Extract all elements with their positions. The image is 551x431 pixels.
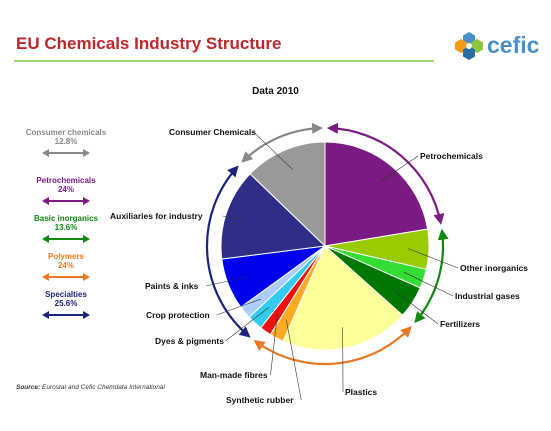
leader-consumer-chemicals (253, 131, 293, 170)
label-plastics: Plastics (345, 387, 377, 397)
leader-crop-protection (216, 298, 261, 316)
label-fertilizers: Fertilizers (440, 319, 480, 329)
leader-dyes-pigments (225, 307, 269, 342)
leader-paints-inks (206, 276, 248, 287)
label-consumer-chemicals: Consumer Chemicals (169, 127, 256, 137)
label-crop-protection: Crop protection (146, 310, 210, 320)
chart-subtitle: Data 2010 (252, 86, 299, 97)
legend-double-arrow-icon (42, 197, 90, 205)
label-dyes-pigments: Dyes & pigments (155, 336, 224, 346)
label-petrochemicals: Petrochemicals (420, 151, 483, 161)
legend-petrochemicals: Petrochemicals 24% (18, 176, 114, 206)
legend-name: Consumer chemicals (25, 128, 107, 137)
title-divider (14, 60, 434, 62)
source-note: Source: Eurostat and Cefic Chemdata Inte… (16, 384, 165, 391)
page-title: EU Chemicals Industry Structure (16, 34, 282, 53)
cefic-logo: cefic (453, 30, 545, 64)
legend-double-arrow-icon (42, 311, 90, 319)
legend-double-arrow-icon (42, 149, 90, 157)
legend-basic-inorganics: Basic inorganics 13.6% (18, 214, 114, 244)
leader-man-made-fibres (270, 314, 278, 376)
label-industrial-gases: Industrial gases (455, 291, 520, 301)
leader-petrochemicals (378, 155, 419, 183)
label-other-inorganics: Other inorganics (460, 263, 528, 273)
legend-pct: 24% (57, 185, 74, 194)
legend-consumer-chemicals: Consumer chemicals 12.8% (18, 128, 114, 158)
group-arc-petrochemicals (326, 122, 445, 225)
leader-industrial-gases (403, 271, 454, 297)
legend-name: Specialties (45, 290, 87, 299)
group-arc-basic-inorganics (414, 228, 449, 324)
legend-pct: 12.8% (54, 137, 78, 146)
label-auxiliaries-for-industry: Auxiliaries for industry (110, 211, 203, 221)
group-arc-specialties (205, 165, 251, 338)
leader-auxiliaries-for-industry (222, 215, 247, 221)
group-arc-polymers (253, 326, 412, 366)
source-label: Source: (16, 384, 41, 391)
source-text: Eurostat and Cefic Chemdata Internationa… (42, 384, 165, 391)
legend-pct: 24% (57, 261, 74, 270)
legend-specialties: Specialties 25.6% (18, 290, 114, 320)
legend-double-arrow-icon (42, 273, 90, 281)
legend-double-arrow-icon (42, 235, 90, 243)
leader-other-inorganics (408, 248, 459, 269)
group-arc-consumer-chemicals (241, 122, 324, 163)
legend-name: Basic inorganics (33, 214, 99, 223)
legend-name: Polymers (47, 252, 85, 261)
cefic-logo-text: cefic (487, 32, 540, 58)
legend-pct: 13.6% (54, 223, 78, 232)
label-paints-inks: Paints & inks (145, 281, 199, 291)
slice-petrochemicals (324, 141, 429, 247)
label-man-made-fibres: Man-made fibres (200, 370, 268, 380)
legend-pct: 25.6% (54, 299, 78, 308)
label-synthetic-rubber: Synthetic rubber (226, 395, 294, 405)
legend-polymers: Polymers 24% (18, 252, 114, 282)
leader-synthetic-rubber (286, 319, 302, 401)
leader-fertilizers (394, 290, 439, 325)
legend-name: Petrochemicals (36, 176, 96, 185)
cefic-logo-icon (455, 32, 483, 60)
